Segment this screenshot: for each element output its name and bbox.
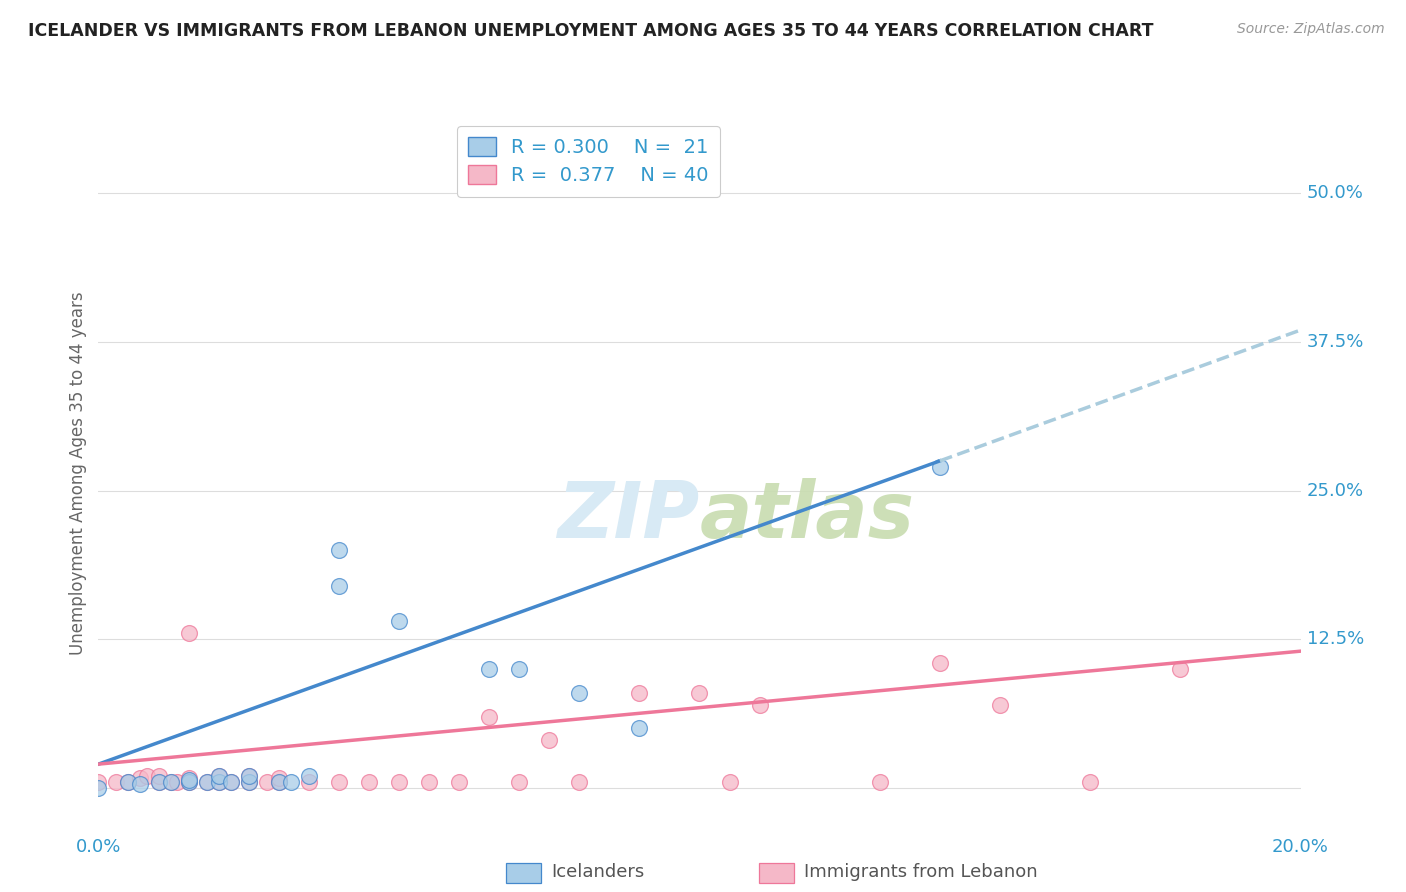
Point — [1078, 775, 1101, 789]
Point — [117, 775, 139, 789]
Point — [568, 775, 591, 789]
Point — [238, 775, 260, 789]
Point — [508, 662, 530, 676]
Point — [238, 775, 260, 789]
Point — [208, 775, 231, 789]
Point — [298, 769, 321, 783]
Point — [117, 775, 139, 789]
Point — [177, 772, 200, 787]
Point — [267, 772, 290, 786]
Text: ICELANDER VS IMMIGRANTS FROM LEBANON UNEMPLOYMENT AMONG AGES 35 TO 44 YEARS CORR: ICELANDER VS IMMIGRANTS FROM LEBANON UNE… — [28, 22, 1153, 40]
Point — [267, 775, 290, 789]
Point — [568, 686, 591, 700]
Point — [929, 656, 952, 670]
Point — [87, 780, 110, 795]
Text: 50.0%: 50.0% — [1306, 185, 1364, 202]
Point — [177, 775, 200, 789]
Point — [148, 775, 170, 789]
Point — [328, 775, 350, 789]
Text: ZIP: ZIP — [557, 477, 699, 554]
Point — [195, 775, 218, 789]
Point — [177, 626, 200, 640]
Point — [208, 775, 231, 789]
Point — [538, 733, 561, 747]
Point — [267, 775, 290, 789]
Point — [869, 775, 891, 789]
Legend: R = 0.300    N =  21, R =  0.377    N = 40: R = 0.300 N = 21, R = 0.377 N = 40 — [457, 126, 720, 196]
Point — [1170, 662, 1192, 676]
Point — [328, 543, 350, 558]
Point — [418, 775, 440, 789]
Point — [628, 722, 651, 736]
Point — [208, 769, 231, 783]
Text: 25.0%: 25.0% — [1306, 482, 1364, 500]
Point — [328, 579, 350, 593]
Text: atlas: atlas — [699, 477, 914, 554]
Point — [159, 775, 181, 789]
Point — [87, 775, 110, 789]
Y-axis label: Unemployment Among Ages 35 to 44 years: Unemployment Among Ages 35 to 44 years — [69, 291, 87, 655]
Point — [238, 769, 260, 783]
Point — [105, 775, 128, 789]
Point — [478, 709, 501, 723]
Point — [159, 775, 181, 789]
Point — [177, 775, 200, 789]
Text: 12.5%: 12.5% — [1306, 631, 1364, 648]
Text: 37.5%: 37.5% — [1306, 333, 1364, 351]
Text: Source: ZipAtlas.com: Source: ZipAtlas.com — [1237, 22, 1385, 37]
Text: Icelanders: Icelanders — [551, 863, 644, 881]
Point — [208, 769, 231, 783]
Point — [256, 775, 278, 789]
Point — [280, 775, 302, 789]
Point — [388, 615, 411, 629]
Point — [166, 775, 188, 789]
Point — [219, 775, 242, 789]
Point — [129, 772, 152, 786]
Point — [688, 686, 710, 700]
Point — [135, 769, 157, 783]
Point — [508, 775, 530, 789]
Point — [219, 775, 242, 789]
Point — [298, 775, 321, 789]
Point — [357, 775, 380, 789]
Point — [148, 775, 170, 789]
Point — [988, 698, 1011, 712]
Point — [148, 769, 170, 783]
Point — [129, 777, 152, 791]
Point — [388, 775, 411, 789]
Point — [748, 698, 770, 712]
Point — [195, 775, 218, 789]
Point — [177, 772, 200, 786]
Point — [478, 662, 501, 676]
Point — [447, 775, 470, 789]
Point — [238, 769, 260, 783]
Point — [628, 686, 651, 700]
Text: Immigrants from Lebanon: Immigrants from Lebanon — [804, 863, 1038, 881]
Point — [718, 775, 741, 789]
Point — [929, 459, 952, 474]
